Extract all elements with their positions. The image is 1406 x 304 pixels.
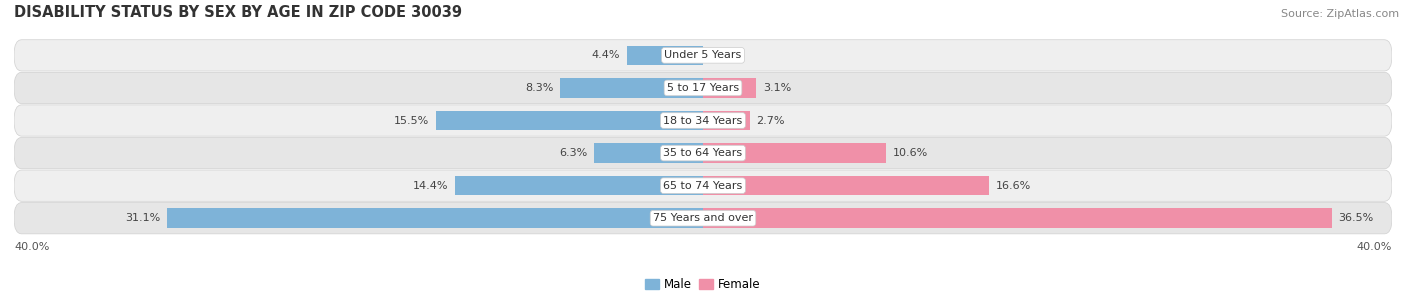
Bar — [560, 78, 703, 98]
Text: 65 to 74 Years: 65 to 74 Years — [664, 181, 742, 191]
Text: 15.5%: 15.5% — [394, 116, 429, 126]
Bar — [703, 176, 988, 195]
Text: 36.5%: 36.5% — [1339, 213, 1374, 223]
Text: 5 to 17 Years: 5 to 17 Years — [666, 83, 740, 93]
Text: 0.0%: 0.0% — [710, 50, 738, 60]
Text: 31.1%: 31.1% — [125, 213, 160, 223]
Bar — [595, 143, 703, 163]
Legend: Male, Female: Male, Female — [641, 273, 765, 295]
Bar — [703, 143, 886, 163]
Text: 40.0%: 40.0% — [14, 242, 49, 252]
Text: DISABILITY STATUS BY SEX BY AGE IN ZIP CODE 30039: DISABILITY STATUS BY SEX BY AGE IN ZIP C… — [14, 5, 463, 20]
Text: 14.4%: 14.4% — [412, 181, 449, 191]
Text: 35 to 64 Years: 35 to 64 Years — [664, 148, 742, 158]
Bar — [167, 209, 703, 228]
Text: 3.1%: 3.1% — [763, 83, 792, 93]
Text: 16.6%: 16.6% — [995, 181, 1031, 191]
Text: Under 5 Years: Under 5 Years — [665, 50, 741, 60]
Text: 4.4%: 4.4% — [592, 50, 620, 60]
FancyBboxPatch shape — [14, 202, 1392, 234]
Bar — [703, 111, 749, 130]
Text: 75 Years and over: 75 Years and over — [652, 213, 754, 223]
FancyBboxPatch shape — [14, 105, 1392, 136]
Text: 6.3%: 6.3% — [560, 148, 588, 158]
Text: 18 to 34 Years: 18 to 34 Years — [664, 116, 742, 126]
FancyBboxPatch shape — [14, 40, 1392, 71]
Text: 40.0%: 40.0% — [1357, 242, 1392, 252]
Text: Source: ZipAtlas.com: Source: ZipAtlas.com — [1281, 9, 1399, 19]
Text: 10.6%: 10.6% — [893, 148, 928, 158]
Bar — [436, 111, 703, 130]
FancyBboxPatch shape — [14, 137, 1392, 169]
FancyBboxPatch shape — [14, 170, 1392, 201]
FancyBboxPatch shape — [14, 72, 1392, 104]
Bar — [703, 78, 756, 98]
Text: 2.7%: 2.7% — [756, 116, 785, 126]
Bar — [703, 209, 1331, 228]
Bar — [627, 46, 703, 65]
Bar — [456, 176, 703, 195]
Text: 8.3%: 8.3% — [524, 83, 553, 93]
